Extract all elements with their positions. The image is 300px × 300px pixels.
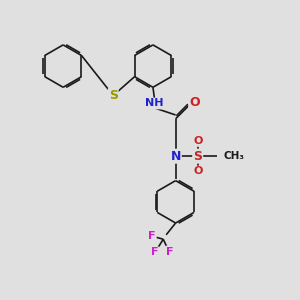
Text: S: S (109, 89, 118, 102)
Text: O: O (189, 95, 200, 109)
Text: NH: NH (145, 98, 164, 109)
Text: CH₃: CH₃ (224, 151, 244, 161)
Text: F: F (151, 248, 159, 257)
Text: O: O (193, 136, 202, 146)
Text: O: O (193, 167, 202, 176)
Text: F: F (148, 231, 156, 241)
Text: N: N (170, 150, 181, 163)
Text: F: F (166, 247, 173, 256)
Text: S: S (193, 150, 202, 163)
